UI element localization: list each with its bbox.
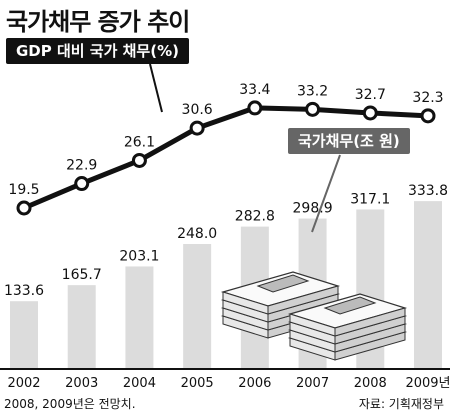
bar-value-label: 282.8: [235, 209, 275, 225]
x-tick-label: 2008: [354, 376, 387, 391]
bar-value-label: 317.1: [350, 191, 390, 207]
bar-2002: [10, 301, 38, 368]
line-value-label: 32.7: [355, 87, 386, 103]
line-point-2006: [247, 100, 263, 116]
bar-value-label: 203.1: [119, 248, 159, 264]
line-value-label: 22.9: [66, 158, 97, 174]
x-tick-label: 2005: [181, 376, 214, 391]
line-point-2004: [131, 152, 147, 168]
x-tick-label: 2007: [296, 376, 329, 391]
bar-value-label: 133.6: [4, 283, 44, 299]
bar-2003: [67, 285, 96, 368]
bar-series: 133.6 165.7 203.1 248.0 282.8 298.9 317.1 333.8: [4, 183, 448, 368]
source-note: 자료: 기획재정부: [358, 397, 444, 411]
line-value-label: 19.5: [8, 182, 39, 198]
bar-2005: [183, 244, 212, 368]
line-value-label: 30.6: [182, 102, 213, 118]
x-axis: 2002 2003 2004 2005 2006 2007 2008 2009년: [0, 368, 450, 391]
x-tick-label: 2003: [65, 376, 98, 391]
line-point-2005: [189, 120, 205, 136]
bar-value-label: 298.9: [293, 201, 333, 217]
label-pointers: [149, 63, 341, 233]
bar-value-label: 248.0: [177, 226, 217, 242]
page-title: 국가채무 증가 추이: [6, 8, 190, 36]
x-tick-label: 2009년: [405, 376, 450, 391]
line-value-label: 33.2: [297, 83, 328, 99]
line-point-2009년: [420, 108, 436, 124]
bar-value-label: 333.8: [408, 183, 448, 199]
bar-2004: [125, 266, 154, 368]
gdp-ratio-line: [23, 105, 429, 211]
line-point-2007: [305, 101, 321, 117]
x-tick-label: 2002: [7, 376, 40, 391]
money-stack-illustration: [220, 271, 408, 361]
bar-value-label: 165.7: [62, 267, 102, 283]
bar-2009년: [414, 201, 442, 368]
gdp-ratio-label: GDP 대비 국가 채무(%): [6, 38, 189, 64]
line-value-label: 26.1: [124, 134, 155, 150]
line-value-label: 33.4: [239, 82, 270, 98]
line-series: 19.5 22.9 26.1 30.6 33.4 33.2 32.7 32.3: [8, 82, 444, 216]
x-tick-label: 2004: [123, 376, 156, 391]
line-point-2008: [362, 105, 378, 121]
line-point-2003: [74, 176, 90, 192]
line-value-label: 32.3: [412, 90, 443, 106]
line-point-2002: [16, 200, 32, 216]
x-tick-label: 2006: [238, 376, 271, 391]
national-debt-label: 국가채무(조 원): [288, 128, 410, 154]
forecast-note: 2008, 2009년은 전망치.: [4, 397, 136, 411]
